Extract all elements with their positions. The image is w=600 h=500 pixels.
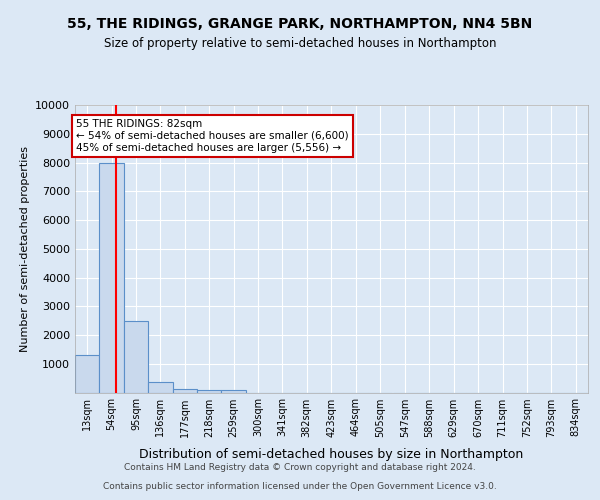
- Bar: [173, 389, 197, 392]
- Bar: [148, 382, 173, 392]
- Y-axis label: Number of semi-detached properties: Number of semi-detached properties: [20, 146, 29, 352]
- Bar: [100, 162, 124, 392]
- Bar: [221, 390, 246, 392]
- Text: 55, THE RIDINGS, GRANGE PARK, NORTHAMPTON, NN4 5BN: 55, THE RIDINGS, GRANGE PARK, NORTHAMPTO…: [67, 18, 533, 32]
- Bar: [75, 355, 100, 393]
- Text: Contains public sector information licensed under the Open Government Licence v3: Contains public sector information licen…: [103, 482, 497, 491]
- Bar: [197, 390, 221, 392]
- Text: Contains HM Land Registry data © Crown copyright and database right 2024.: Contains HM Land Registry data © Crown c…: [124, 464, 476, 472]
- Text: 55 THE RIDINGS: 82sqm
← 54% of semi-detached houses are smaller (6,600)
45% of s: 55 THE RIDINGS: 82sqm ← 54% of semi-deta…: [76, 120, 349, 152]
- X-axis label: Distribution of semi-detached houses by size in Northampton: Distribution of semi-detached houses by …: [139, 448, 524, 461]
- Text: Size of property relative to semi-detached houses in Northampton: Size of property relative to semi-detach…: [104, 38, 496, 51]
- Bar: [124, 320, 148, 392]
